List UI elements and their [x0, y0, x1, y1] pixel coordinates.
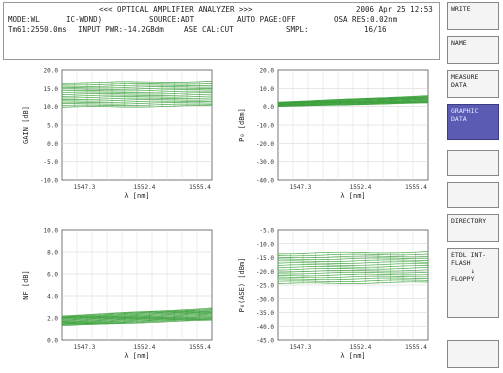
x-tick-label: 1552.4 [134, 344, 156, 351]
x-tick-label: 1547.3 [290, 184, 312, 191]
y-tick-label: -20.0 [256, 269, 274, 276]
mode-value: MODE:WL [8, 15, 40, 24]
y-tick-label: -30.0 [256, 296, 274, 303]
time-value: Tm61:2550.0ms [8, 25, 67, 34]
y-tick-label: 6.0 [47, 272, 58, 279]
x-tick-label: 1547.3 [290, 344, 312, 351]
sample-count: 16/16 [364, 25, 387, 34]
x-tick-label: 1547.3 [74, 184, 96, 191]
softkey-sublabel: FLASH [451, 259, 471, 267]
softkey-9[interactable] [447, 340, 499, 368]
softkey-label: MEASURE [451, 73, 479, 81]
y-tick-label: -10.0 [256, 241, 274, 248]
y-tick-label: -10.0 [256, 123, 274, 130]
y-tick-label: 5.0 [47, 123, 58, 130]
y-tick-label: 10.0 [44, 104, 59, 111]
screen-title: <<< OPTICAL AMPLIFIER ANALYZER >>> [99, 5, 253, 14]
chart-panel-1: 20.0 15.0 10.0 5.0 0.0 -5.0 -10.0 1547.3 1552.4 1… [22, 68, 213, 200]
datetime: 2006 Apr 25 12:53 [356, 5, 433, 14]
auto-page-value: AUTO PAGE:OFF [237, 15, 296, 24]
softkey-label: GRAPHIC [451, 107, 479, 115]
y-tick-label: -45.0 [256, 338, 274, 345]
y-tick-label: -10.0 [40, 178, 58, 185]
y-tick-label: 10.0 [260, 86, 275, 93]
y-axis-label: P₀(ASE) [dBm] [238, 258, 246, 313]
y-tick-label: -25.0 [256, 283, 274, 290]
softkey-label: DIRECTORY [451, 217, 487, 225]
y-tick-label: 4.0 [47, 294, 58, 301]
y-tick-label: -40.0 [256, 324, 274, 331]
chart-panel-3: 10.0 8.0 6.0 4.0 2.0 0.0 1547.3 1552.4 1555.4 λ [… [22, 228, 213, 360]
y-axis-label: GAIN [dB] [22, 106, 30, 144]
x-axis-label: λ [nm] [340, 192, 365, 200]
softkey-4[interactable]: GRAPHIC DATA [447, 104, 499, 140]
y-tick-label: -35.0 [256, 310, 274, 317]
softkey-2[interactable]: NAME [447, 36, 499, 64]
y-axis-label: P₀ [dBm] [238, 108, 246, 142]
x-tick-label: 1555.4 [405, 344, 427, 351]
chart-panel-2: 20.0 10.0 0.0 -10.0 -20.0 -30.0 -40.0 1547.3 155… [238, 68, 429, 200]
channel-mode: IC-WDND) [66, 15, 103, 24]
x-tick-label: 1552.4 [350, 184, 372, 191]
y-tick-label: -40.0 [256, 178, 274, 185]
y-tick-label: 20.0 [44, 68, 59, 75]
softkey-1[interactable]: WRITE [447, 2, 499, 30]
source-value: SOURCE:ADT [149, 15, 195, 24]
y-tick-label: -20.0 [256, 141, 274, 148]
x-tick-label: 1552.4 [350, 344, 372, 351]
y-tick-label: 10.0 [44, 228, 59, 235]
input-power-value: INPUT PWR:-14.2GBdm [78, 25, 164, 34]
softkey-sublabel: DATA [451, 81, 467, 89]
x-axis-label: λ [nm] [124, 192, 149, 200]
x-tick-label: 1555.4 [189, 184, 211, 191]
softkey-label: WRITE [451, 5, 471, 13]
side-menu: WRITE NAME MEASURE DATA GRAPHIC DATA DIRECTORY… [445, 0, 503, 373]
y-tick-label: 2.0 [47, 316, 58, 323]
y-tick-label: 0.0 [263, 104, 274, 111]
osa-res-value: OSA RES:0.02nm [334, 15, 398, 24]
sample-label: SMPL: [286, 25, 309, 34]
softkey-sublabel: DATA [451, 115, 467, 123]
x-tick-label: 1547.3 [74, 344, 96, 351]
y-tick-label: -30.0 [256, 159, 274, 166]
chart-panel-4: -5.0 -10.0 -15.0 -20.0 -25.0 -30.0 -35.0 -40.0 -… [238, 228, 429, 360]
status-header: <<< OPTICAL AMPLIFIER ANALYZER >>> 2006 … [3, 2, 440, 60]
x-tick-label: 1555.4 [189, 344, 211, 351]
softkey-label: NAME [451, 39, 467, 47]
softkey-7[interactable]: DIRECTORY [447, 214, 499, 242]
softkey-label: ETDL INT- [451, 251, 487, 259]
x-axis-label: λ [nm] [340, 352, 365, 360]
softkey-5[interactable] [447, 150, 499, 176]
y-tick-label: -15.0 [256, 255, 274, 262]
softkey-6[interactable] [447, 182, 499, 208]
x-tick-label: 1555.4 [405, 184, 427, 191]
main-area: <<< OPTICAL AMPLIFIER ANALYZER >>> 2006 … [3, 2, 440, 360]
softkey-8[interactable]: ETDL INT- FLASH ↓ FLOPPY [447, 248, 499, 318]
arrow-down-icon: ↓ [471, 267, 475, 275]
y-tick-label: -5.0 [44, 159, 59, 166]
softkey-3[interactable]: MEASURE DATA [447, 70, 499, 98]
ase-cal-value: ASE CAL:CUT [184, 25, 234, 34]
y-tick-label: 0.0 [47, 338, 58, 345]
transfer-target: FLOPPY [451, 275, 475, 283]
y-tick-label: 0.0 [47, 141, 58, 148]
x-tick-label: 1552.4 [134, 184, 156, 191]
y-tick-label: 15.0 [44, 86, 59, 93]
y-axis-label: NF [dB] [22, 270, 30, 300]
x-axis-label: λ [nm] [124, 352, 149, 360]
y-tick-label: -5.0 [260, 228, 275, 235]
y-tick-label: 8.0 [47, 250, 58, 257]
y-tick-label: 20.0 [260, 68, 275, 75]
